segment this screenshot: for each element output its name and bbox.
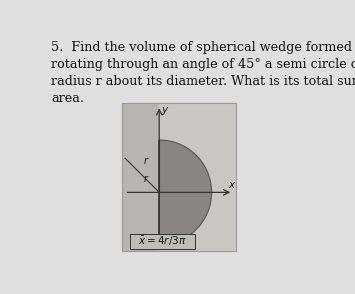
Bar (122, 103, 159, 251)
Text: x: x (228, 180, 234, 190)
Bar (122, 103, 236, 251)
Text: $\bar{x}=4r/3\pi$: $\bar{x}=4r/3\pi$ (138, 235, 187, 248)
Text: y: y (162, 105, 168, 115)
Text: 5.  Find the volume of spherical wedge formed by
rotating through an angle of 45: 5. Find the volume of spherical wedge fo… (51, 41, 355, 106)
Bar (130, 234, 195, 249)
Text: r: r (143, 174, 147, 184)
Bar (159, 103, 236, 251)
Polygon shape (159, 140, 212, 245)
Text: r: r (143, 156, 147, 166)
